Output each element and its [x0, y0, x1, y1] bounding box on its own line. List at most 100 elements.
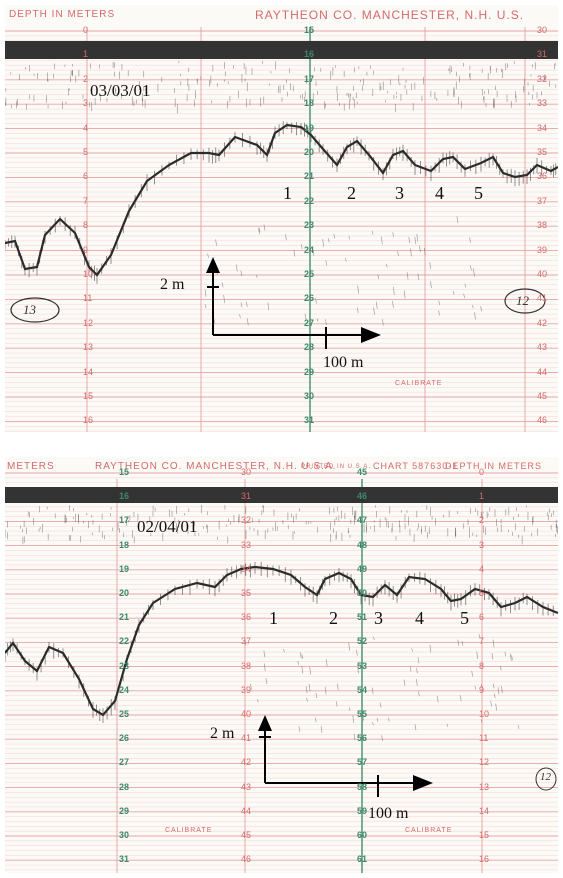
scatter-mark: [244, 640, 247, 646]
scatter-mark: [408, 236, 411, 243]
header-right: DEPTH IN METERS: [445, 461, 543, 471]
peak-label-4: 4: [435, 183, 444, 203]
scatter-mark: [320, 726, 323, 733]
depth-tick-label: 27: [119, 757, 130, 768]
scatter-mark: [517, 725, 520, 729]
scatter-mark: [267, 302, 270, 310]
scatter-mark: [304, 313, 307, 320]
scatter-mark: [414, 723, 417, 731]
scatter-mark: [385, 263, 388, 268]
depth-tick-label: 7: [83, 195, 89, 206]
depth-tick-label: 37: [537, 195, 548, 206]
scatter-mark: [344, 257, 347, 262]
depth-tick-label: 4: [479, 563, 485, 574]
scatter-mark: [322, 239, 325, 247]
depth-tick-label: 18: [119, 539, 130, 550]
scatter-mark: [348, 707, 351, 712]
circle-mark-right: [504, 288, 546, 314]
scatter-mark: [333, 233, 336, 239]
depth-tick-label: 51: [357, 612, 368, 623]
scatter-mark: [473, 268, 475, 277]
depth-tick-label: 41: [241, 733, 252, 744]
depth-tick-label: 61: [357, 854, 368, 865]
surface-band: [5, 487, 558, 503]
scatter-mark: [380, 236, 383, 245]
scatter-mark: [493, 693, 496, 699]
depth-tick-label: 38: [241, 660, 252, 671]
depth-tick-label: 38: [537, 220, 548, 231]
depth-tick-label: 60: [357, 830, 368, 840]
scatter-mark: [372, 721, 374, 726]
vertical-arrowhead: [258, 715, 272, 731]
scatter-mark: [309, 667, 312, 675]
circled-number-right: 12: [516, 293, 529, 308]
horizontal-arrowhead: [413, 775, 433, 791]
scatter-mark: [263, 663, 266, 672]
horizontal-arrowhead: [361, 327, 381, 343]
depth-tick-label: 26: [119, 733, 130, 744]
scatter-mark: [497, 687, 500, 695]
depth-tick-label: 14: [479, 805, 490, 816]
surface-band: [5, 41, 558, 59]
depth-tick-label: 29: [119, 805, 130, 816]
depth-tick-label: 33: [537, 98, 548, 109]
scatter-mark: [285, 234, 287, 241]
scatter-marks: [204, 216, 482, 326]
depth-tick-label: 19: [119, 563, 130, 574]
depth-tick-label: 55: [357, 709, 368, 719]
scatter-mark: [263, 650, 266, 658]
scatter-mark: [456, 216, 459, 224]
seabed-trace: [5, 561, 558, 723]
scatter-mark: [371, 687, 374, 695]
scatter-mark: [325, 319, 327, 326]
scatter-mark: [411, 648, 414, 652]
depth-tick-label: 31: [241, 491, 252, 502]
depth-tick-label: 30: [304, 391, 315, 401]
depth-tick-label: 29: [304, 366, 315, 377]
depth-tick-label: 17: [304, 73, 315, 84]
seabed-trace: [5, 121, 558, 284]
chart-header: DEPTH IN METERS RAYTHEON CO. MANCHESTER,…: [5, 5, 558, 27]
scatter-mark: [207, 253, 209, 258]
scatter-mark: [403, 290, 406, 299]
horizontal-scale-label: 100 m: [368, 805, 409, 822]
depth-tick-label: 36: [537, 171, 548, 182]
seabed-line: [5, 565, 558, 717]
scatter-mark: [392, 301, 394, 309]
depth-tick-label: 14: [83, 366, 94, 377]
scatter-mark: [325, 260, 328, 266]
depth-tick-label: 43: [537, 342, 548, 353]
depth-tick-label: 4: [83, 122, 89, 133]
scatter-mark: [474, 685, 477, 690]
scatter-mark: [429, 644, 432, 653]
depth-tick-label: 46: [241, 854, 252, 865]
scatter-mark: [301, 654, 304, 659]
depth-tick-label: 53: [357, 660, 368, 671]
scale-arrows: [206, 257, 381, 349]
scatter-mark: [308, 684, 311, 692]
depth-tick-label: 52: [357, 636, 368, 647]
scatter-mark: [336, 683, 339, 690]
depth-tick-label: 6: [83, 171, 89, 182]
depth-tick-label: 1: [479, 491, 485, 502]
depth-tick-label: 1: [83, 49, 89, 60]
scatter-mark: [235, 264, 238, 272]
scatter-mark: [381, 735, 383, 742]
scatter-mark: [464, 283, 467, 288]
depth-tick-label: 32: [537, 73, 548, 84]
depth-tick-label: 35: [537, 147, 548, 157]
depth-tick-label: 15: [479, 830, 490, 840]
horizontal-scale-label: 100 m: [323, 354, 364, 371]
vertical-gridlines: [116, 479, 483, 873]
scatter-mark: [255, 274, 258, 279]
depth-tick-label: 13: [479, 781, 490, 792]
scatter-mark: [257, 699, 259, 703]
echogram-bottom: METERS RAYTHEON CO. MANCHESTER, N.H. U.S…: [5, 457, 558, 873]
depth-tick-label: 8: [479, 660, 485, 671]
depth-tick-label: 30: [241, 467, 252, 477]
depth-tick-label: 15: [83, 391, 94, 401]
depth-tick-label: 21: [119, 612, 130, 623]
depth-tick-label: 16: [304, 49, 315, 60]
depth-tick-label: 24: [119, 684, 130, 695]
depth-tick-label: 8: [83, 220, 89, 231]
